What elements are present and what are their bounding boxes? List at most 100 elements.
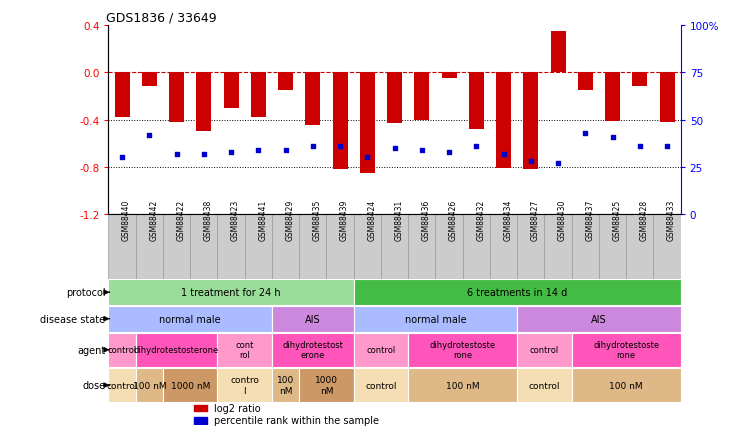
Text: control: control <box>108 345 137 355</box>
Point <box>280 147 292 154</box>
Text: 100 nM: 100 nM <box>610 381 643 390</box>
Point <box>225 149 237 156</box>
Bar <box>108 306 272 332</box>
Point <box>661 143 673 150</box>
Bar <box>571 368 681 402</box>
Bar <box>163 368 218 402</box>
Point <box>144 132 156 139</box>
Text: control: control <box>529 381 560 390</box>
Bar <box>517 368 571 402</box>
Text: control: control <box>530 345 559 355</box>
Text: dihydrotestoste
rone: dihydrotestoste rone <box>429 340 496 360</box>
Text: GSM88426: GSM88426 <box>449 199 458 240</box>
Bar <box>251 73 266 118</box>
Bar <box>387 73 402 124</box>
Bar <box>354 306 517 332</box>
Text: GSM88429: GSM88429 <box>286 199 295 240</box>
Bar <box>360 73 375 173</box>
Bar <box>169 73 184 123</box>
Bar <box>108 333 135 367</box>
Text: percentile rank within the sample: percentile rank within the sample <box>215 415 379 425</box>
Text: contro
l: contro l <box>230 375 259 395</box>
Point <box>525 158 537 165</box>
Text: 1000
nM: 1000 nM <box>315 375 338 395</box>
Bar <box>354 214 381 279</box>
Text: GSM88431: GSM88431 <box>395 199 404 240</box>
Text: GSM88435: GSM88435 <box>313 199 322 240</box>
Text: 100 nM: 100 nM <box>446 381 479 390</box>
Bar <box>194 405 207 411</box>
Point <box>634 143 646 150</box>
Point <box>443 149 455 156</box>
Bar <box>551 32 565 73</box>
Text: dihydrotestosterone: dihydrotestosterone <box>134 345 219 355</box>
Bar <box>135 214 163 279</box>
Bar <box>469 73 484 130</box>
Bar <box>524 73 539 170</box>
Bar <box>463 214 490 279</box>
Text: GSM88434: GSM88434 <box>503 199 512 240</box>
Text: dihydrotestoste
rone: dihydrotestoste rone <box>593 340 659 360</box>
Bar <box>245 214 272 279</box>
Bar <box>517 214 545 279</box>
Bar <box>381 214 408 279</box>
Text: 1000 nM: 1000 nM <box>171 381 210 390</box>
Bar <box>577 73 593 91</box>
Bar <box>218 368 272 402</box>
Bar <box>496 73 511 168</box>
Bar <box>517 306 681 332</box>
Point <box>470 143 482 150</box>
Point <box>252 147 264 154</box>
Text: GSM88441: GSM88441 <box>258 199 267 240</box>
Bar <box>408 333 517 367</box>
Bar <box>632 73 647 87</box>
Bar <box>605 73 620 122</box>
Bar <box>163 214 190 279</box>
Point <box>552 160 564 167</box>
Text: normal male: normal male <box>159 314 221 324</box>
Bar <box>135 333 218 367</box>
Bar <box>272 306 354 332</box>
Text: cont
rol: cont rol <box>236 340 254 360</box>
Text: GSM88438: GSM88438 <box>203 199 213 240</box>
Text: GSM88442: GSM88442 <box>150 199 159 240</box>
Point <box>497 151 509 158</box>
Bar <box>218 214 245 279</box>
Text: log2 ratio: log2 ratio <box>215 403 261 413</box>
Text: GSM88425: GSM88425 <box>613 199 622 240</box>
Bar <box>545 214 571 279</box>
Point <box>116 155 128 161</box>
Bar <box>194 417 207 424</box>
Text: GSM88437: GSM88437 <box>585 199 595 240</box>
Point <box>607 134 619 141</box>
Text: disease state: disease state <box>40 314 105 324</box>
Text: control: control <box>106 381 138 390</box>
Text: GSM88423: GSM88423 <box>231 199 240 240</box>
Text: normal male: normal male <box>405 314 466 324</box>
Text: GSM88422: GSM88422 <box>177 199 186 240</box>
Bar <box>224 73 239 108</box>
Bar <box>190 214 218 279</box>
Bar <box>354 333 408 367</box>
Bar <box>272 214 299 279</box>
Bar <box>196 73 212 132</box>
Point <box>334 143 346 150</box>
Text: agent: agent <box>77 345 105 355</box>
Bar <box>333 73 348 170</box>
Text: GSM88430: GSM88430 <box>558 199 567 240</box>
Bar <box>278 73 293 91</box>
Bar <box>490 214 517 279</box>
Text: GSM88436: GSM88436 <box>422 199 431 240</box>
Text: 100 nM: 100 nM <box>132 381 166 390</box>
Bar <box>571 214 599 279</box>
Bar <box>435 214 463 279</box>
Bar <box>299 368 354 402</box>
Text: 6 treatments in 14 d: 6 treatments in 14 d <box>467 288 567 298</box>
Point <box>579 130 591 137</box>
Point <box>416 147 428 154</box>
Point <box>171 151 183 158</box>
Text: GSM88427: GSM88427 <box>531 199 540 240</box>
Bar <box>654 214 681 279</box>
Text: dose: dose <box>82 380 105 390</box>
Text: GSM88428: GSM88428 <box>640 199 649 240</box>
